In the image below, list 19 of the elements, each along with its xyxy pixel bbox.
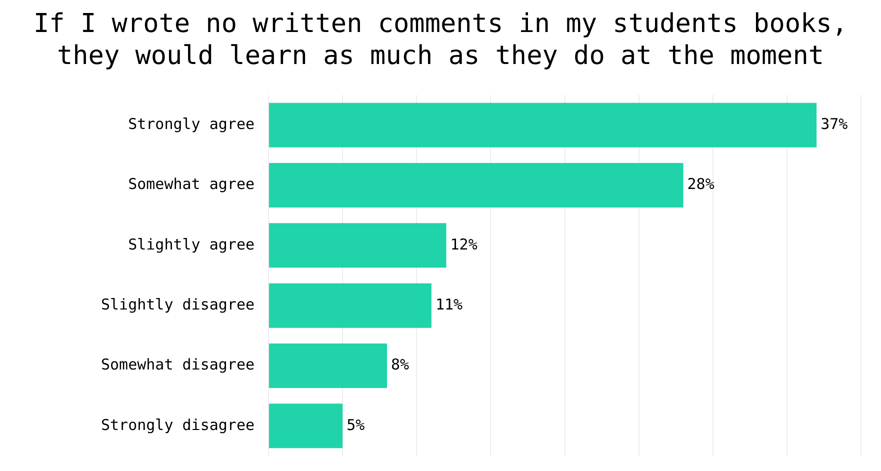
- bar: [269, 102, 817, 148]
- y-tick-label: Somewhat disagree: [100, 356, 255, 374]
- bar: [269, 162, 684, 208]
- y-tick-label: Strongly agree: [128, 114, 255, 133]
- data-label: 12%: [450, 235, 478, 254]
- data-label: 8%: [391, 356, 410, 374]
- y-tick-label: Slightly disagree: [100, 295, 255, 314]
- data-label: 11%: [435, 295, 463, 314]
- bar: [269, 283, 432, 328]
- y-tick-label: Somewhat agree: [128, 175, 255, 194]
- data-label: 28%: [687, 175, 714, 194]
- y-tick-label: Slightly agree: [128, 235, 255, 254]
- bar: [269, 343, 388, 388]
- y-tick-label: Strongly disagree: [100, 416, 255, 434]
- data-label: 5%: [346, 416, 365, 434]
- data-label: 37%: [820, 114, 848, 133]
- chart-title: If I wrote no written comments in my students books, they would learn as much as they do at the moment: [32, 8, 848, 73]
- bar: [269, 404, 343, 448]
- bar: [269, 223, 446, 268]
